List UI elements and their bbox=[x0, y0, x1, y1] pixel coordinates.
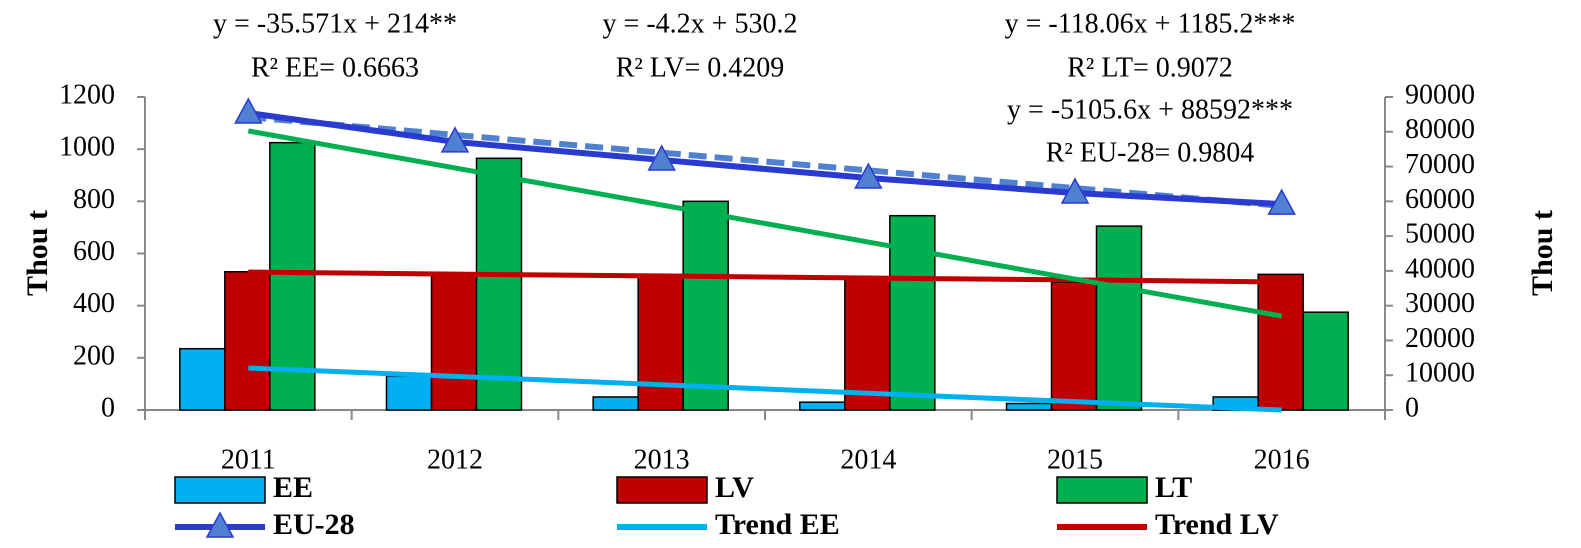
y2-tick-label: 60000 bbox=[1405, 184, 1475, 215]
y2-tick-label: 30000 bbox=[1405, 288, 1475, 319]
legend-label: EU-28 bbox=[273, 508, 355, 541]
legend-swatch bbox=[174, 476, 266, 504]
line bbox=[248, 269, 1282, 285]
y-tick-label: 400 bbox=[73, 288, 115, 319]
trend-line bbox=[248, 114, 1282, 209]
bar bbox=[179, 347, 226, 411]
annotation: R² EU-28= 0.9804 bbox=[1046, 137, 1255, 168]
x-tick-label: 2016 bbox=[1254, 444, 1310, 475]
y2-tick-label: 80000 bbox=[1405, 114, 1475, 145]
x-tick-label: 2014 bbox=[840, 444, 896, 475]
y2-tick-label: 0 bbox=[1405, 392, 1419, 423]
y-tick-label: 0 bbox=[101, 392, 115, 423]
bar bbox=[1005, 402, 1053, 411]
y-tick-label: 600 bbox=[73, 236, 115, 267]
bar bbox=[799, 401, 846, 411]
bar bbox=[430, 273, 478, 411]
bar bbox=[269, 141, 316, 411]
marker bbox=[647, 144, 676, 171]
legend-swatch bbox=[1056, 476, 1148, 504]
y-axis-label: Thou t bbox=[21, 210, 54, 296]
annotation: R² EE= 0.6663 bbox=[251, 52, 419, 83]
marker bbox=[854, 162, 883, 189]
y2-tick-label: 90000 bbox=[1405, 79, 1475, 110]
annotation: y = -4.2x + 530.2 bbox=[603, 8, 798, 39]
bar bbox=[1050, 281, 1098, 411]
y2-tick-label: 20000 bbox=[1405, 323, 1475, 354]
legend-marker bbox=[205, 511, 235, 538]
bar bbox=[224, 271, 271, 411]
marker bbox=[440, 126, 470, 153]
y2-axis-label: Thou t bbox=[1526, 210, 1559, 296]
y2-tick-label: 40000 bbox=[1405, 253, 1475, 284]
marker bbox=[1267, 188, 1296, 215]
bar bbox=[844, 276, 891, 411]
line bbox=[247, 128, 1283, 319]
line bbox=[248, 365, 1282, 413]
annotation: y = -118.06x + 1185.2*** bbox=[1005, 8, 1296, 39]
annotation: R² LV= 0.4209 bbox=[616, 52, 785, 83]
annotation: R² LT= 0.9072 bbox=[1067, 52, 1233, 83]
annotation-background bbox=[975, 92, 1365, 176]
bar bbox=[475, 157, 523, 411]
bar bbox=[385, 375, 433, 411]
y-tick-label: 200 bbox=[73, 340, 115, 371]
y2-tick-label: 10000 bbox=[1405, 358, 1475, 389]
y2-tick-label: 70000 bbox=[1405, 149, 1475, 180]
bar bbox=[1257, 273, 1304, 411]
y-tick-label: 800 bbox=[73, 184, 115, 215]
legend-label: EE bbox=[273, 471, 313, 504]
x-tick-label: 2011 bbox=[221, 444, 276, 475]
y-tick-label: 1200 bbox=[59, 79, 115, 110]
bar bbox=[637, 276, 684, 411]
legend-label: LT bbox=[1155, 471, 1192, 504]
bar bbox=[1302, 311, 1349, 411]
x-tick-label: 2015 bbox=[1047, 444, 1103, 475]
annotation: y = -35.571x + 214** bbox=[213, 8, 457, 39]
x-tick-label: 2013 bbox=[634, 444, 690, 475]
annotation: y = -5105.6x + 88592*** bbox=[1007, 94, 1293, 125]
x-tick-label: 2012 bbox=[427, 444, 483, 475]
legend-label: Trend LV bbox=[1155, 508, 1279, 541]
y-tick-label: 1000 bbox=[59, 132, 115, 163]
bar bbox=[592, 396, 639, 411]
legend-swatch bbox=[616, 476, 708, 504]
bar bbox=[682, 200, 729, 411]
y2-tick-label: 50000 bbox=[1405, 219, 1475, 250]
bar bbox=[1095, 225, 1143, 411]
marker bbox=[234, 97, 263, 124]
legend-label: Trend EE bbox=[715, 508, 840, 541]
line bbox=[247, 110, 1282, 208]
marker bbox=[1060, 177, 1090, 204]
legend-label: LV bbox=[715, 471, 754, 504]
